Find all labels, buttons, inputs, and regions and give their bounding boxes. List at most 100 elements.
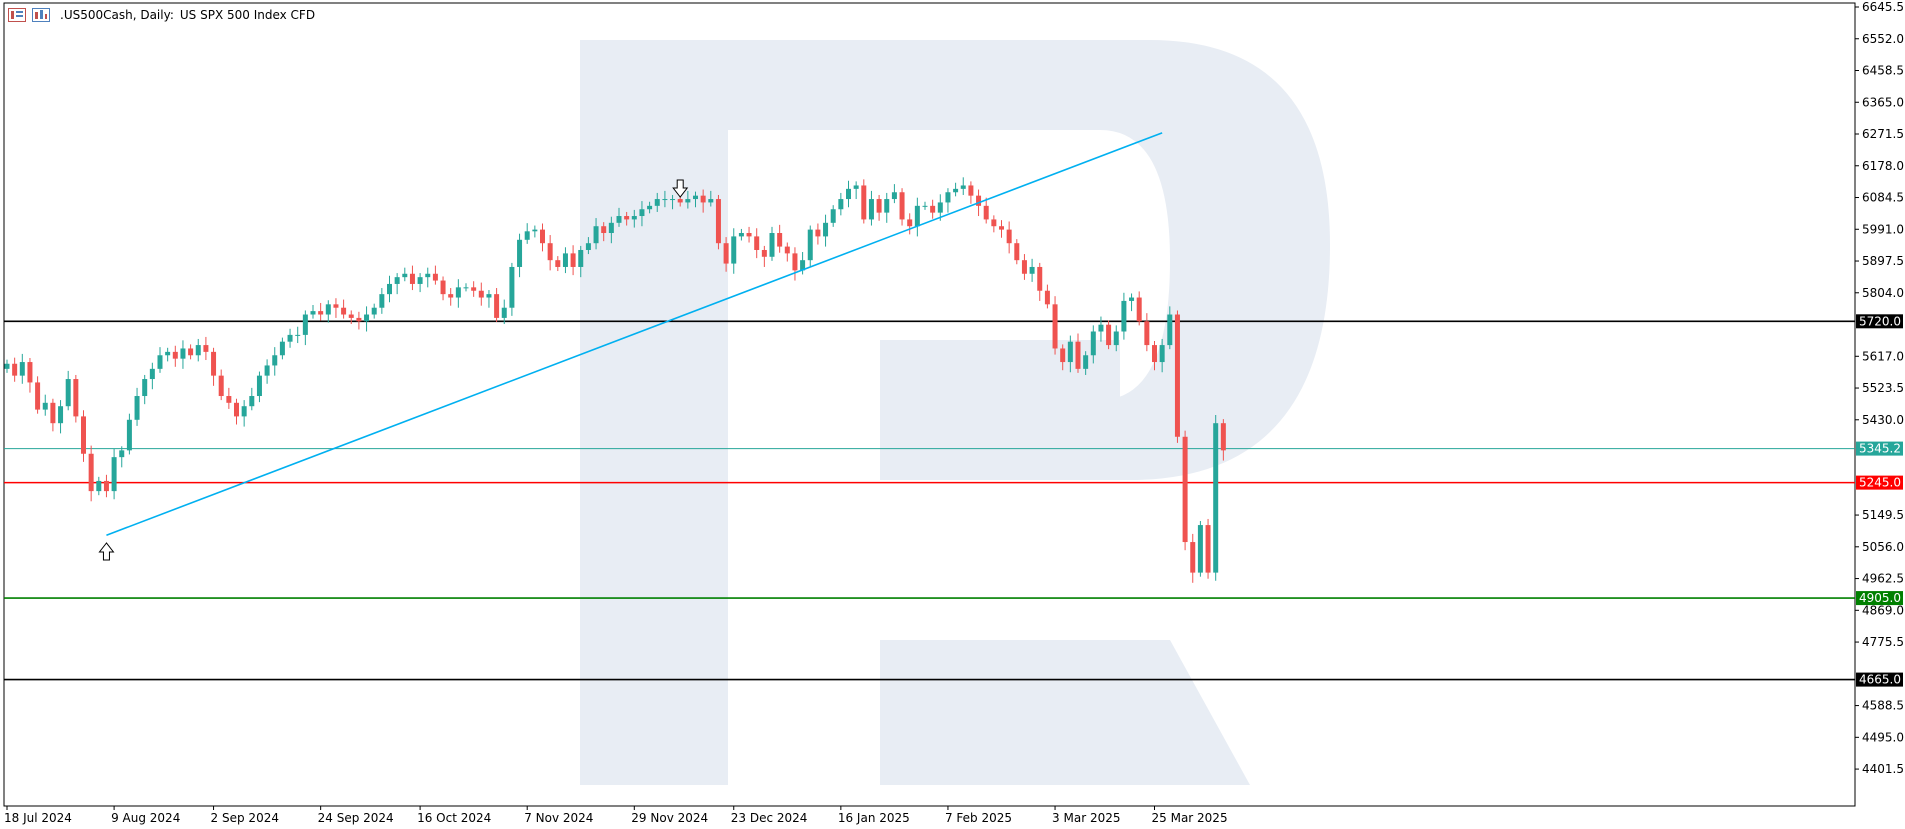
candle[interactable] [264, 365, 270, 376]
candle[interactable] [868, 199, 874, 220]
candle[interactable] [1052, 304, 1058, 349]
candle[interactable] [463, 287, 469, 289]
candle[interactable] [639, 209, 645, 217]
candle[interactable] [1220, 423, 1226, 451]
candle[interactable] [700, 195, 706, 203]
candle[interactable] [1174, 314, 1180, 437]
candle[interactable] [58, 406, 64, 424]
candle[interactable] [279, 341, 285, 356]
candle[interactable] [1044, 290, 1050, 305]
candle[interactable] [861, 185, 867, 220]
candle[interactable] [126, 419, 132, 451]
candle[interactable] [1190, 542, 1196, 573]
candle[interactable] [4, 363, 10, 369]
candle[interactable] [517, 239, 523, 267]
candle[interactable] [953, 188, 959, 193]
candle[interactable] [1006, 229, 1012, 244]
candle[interactable] [670, 199, 676, 201]
candle[interactable] [65, 379, 71, 407]
candle[interactable] [103, 480, 109, 492]
candle[interactable] [1159, 345, 1165, 363]
candle[interactable] [532, 229, 538, 232]
candle[interactable] [1075, 341, 1081, 369]
candle[interactable] [134, 396, 140, 420]
candle[interactable] [50, 402, 56, 424]
candle[interactable] [983, 205, 989, 220]
candle[interactable] [241, 406, 247, 417]
candle[interactable] [272, 355, 278, 366]
candle[interactable] [693, 195, 698, 200]
candle[interactable] [494, 294, 500, 318]
candle[interactable] [42, 402, 48, 410]
candle[interactable] [708, 199, 714, 203]
candle[interactable] [81, 416, 86, 454]
candle[interactable] [1121, 300, 1127, 332]
candle[interactable] [157, 355, 163, 369]
candle[interactable] [777, 233, 783, 247]
chart-candles-icon[interactable] [32, 8, 50, 22]
candle[interactable] [149, 368, 155, 380]
candle[interactable] [417, 277, 423, 284]
candle[interactable] [914, 205, 920, 227]
candle[interactable] [960, 185, 966, 189]
candle[interactable] [310, 311, 316, 315]
candle[interactable] [249, 396, 255, 407]
candle[interactable] [662, 199, 668, 201]
candle[interactable] [226, 396, 232, 403]
candle[interactable] [88, 453, 94, 492]
candle[interactable] [211, 351, 217, 376]
candle[interactable] [524, 231, 530, 240]
candle[interactable] [555, 260, 561, 267]
candle[interactable] [945, 192, 951, 203]
candle[interactable] [1060, 348, 1066, 363]
candle[interactable] [188, 348, 194, 356]
candle[interactable] [823, 222, 829, 237]
candle[interactable] [402, 273, 408, 278]
candle[interactable] [19, 362, 25, 376]
candle[interactable] [440, 280, 446, 295]
candle[interactable] [800, 260, 806, 271]
candle[interactable] [1037, 266, 1043, 291]
candle[interactable] [738, 233, 744, 237]
candle[interactable] [876, 199, 882, 213]
candle[interactable] [647, 205, 653, 210]
candle[interactable] [501, 307, 507, 318]
candle[interactable] [999, 226, 1004, 230]
candle[interactable] [425, 273, 431, 278]
candle[interactable] [853, 185, 859, 189]
candle[interactable] [387, 283, 392, 295]
candle[interactable] [96, 480, 102, 492]
candle[interactable] [486, 294, 492, 298]
candle[interactable] [1098, 324, 1104, 332]
candle[interactable] [455, 287, 461, 298]
candle[interactable] [318, 311, 324, 315]
candle[interactable] [731, 236, 737, 264]
candle[interactable] [1113, 331, 1119, 346]
candle[interactable] [540, 229, 545, 244]
candle[interactable] [1090, 331, 1096, 356]
candle[interactable] [570, 253, 576, 267]
candle[interactable] [769, 233, 775, 257]
candle[interactable] [195, 345, 201, 356]
candle[interactable] [471, 287, 477, 291]
candle[interactable] [180, 348, 186, 359]
chart-bars-icon[interactable] [8, 8, 26, 22]
candle[interactable] [968, 185, 974, 196]
candle[interactable] [341, 307, 347, 315]
candle[interactable] [203, 345, 209, 352]
candle[interactable] [991, 219, 997, 227]
candle[interactable] [723, 243, 729, 264]
candle[interactable] [364, 314, 370, 322]
candle[interactable] [432, 273, 438, 281]
candle[interactable] [937, 202, 943, 213]
candle[interactable] [348, 314, 354, 318]
candle[interactable] [754, 236, 760, 250]
candle[interactable] [922, 205, 928, 207]
candle[interactable] [409, 273, 415, 284]
candle[interactable] [807, 229, 813, 261]
candle[interactable] [1021, 260, 1027, 274]
candle[interactable] [333, 304, 339, 308]
candle[interactable] [578, 249, 584, 267]
candle[interactable] [234, 402, 239, 417]
